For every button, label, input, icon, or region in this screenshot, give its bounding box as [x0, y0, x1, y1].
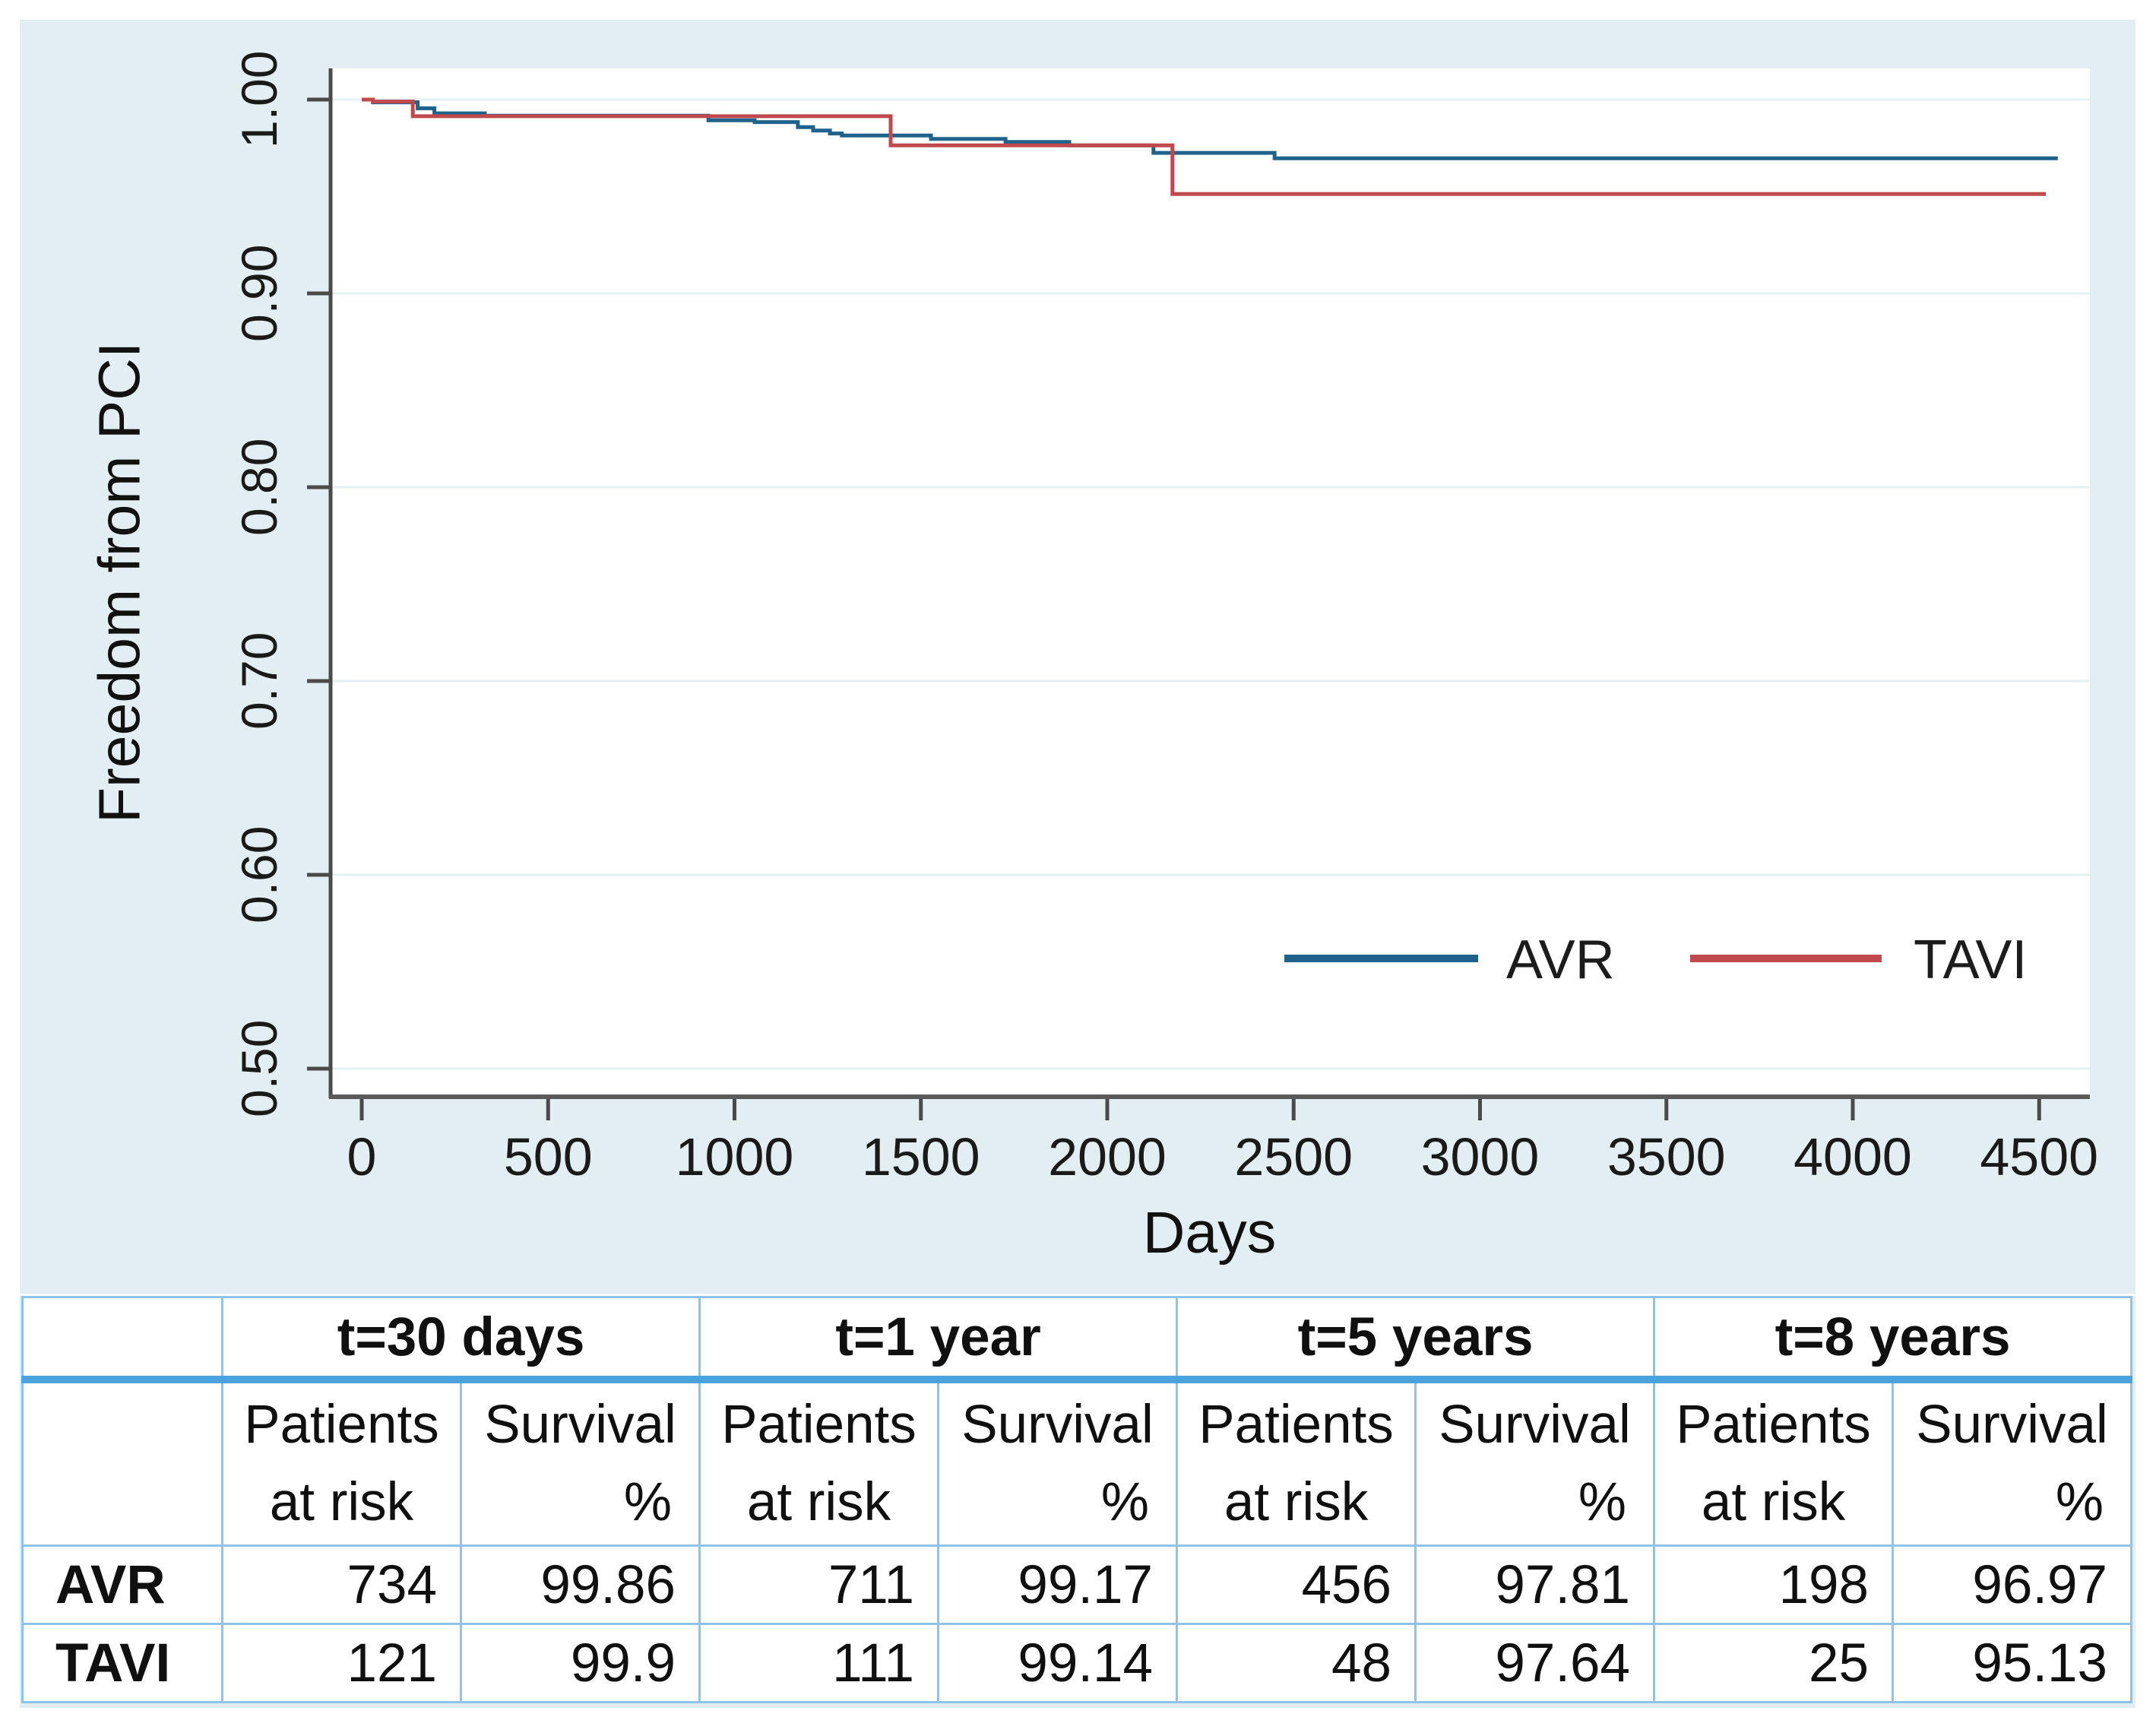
y-tick-label-0.90: 0.90 — [231, 244, 287, 343]
subheader-survival-pct: Survival % — [937, 1378, 1179, 1547]
x-tick-label-4000: 4000 — [1794, 1127, 1912, 1186]
table-stub-cell — [21, 1378, 223, 1547]
table-subheader-row: Patients at risk Survival % Patients at … — [21, 1378, 2133, 1547]
row-label-tavi: TAVI — [21, 1623, 223, 1703]
tavi-30d-patients: 121 — [221, 1623, 462, 1703]
row-label-avr: AVR — [21, 1544, 223, 1625]
tavi-8y-survival: 95.13 — [1892, 1623, 2133, 1703]
table-row-tavi: TAVI 121 99.9 111 99.14 48 97.64 25 95.1… — [21, 1623, 2133, 1703]
avr-5y-survival: 97.81 — [1414, 1544, 1656, 1625]
tavi-1y-survival: 99.14 — [937, 1623, 1179, 1703]
table-corner-cell — [21, 1296, 223, 1383]
avr-1y-patients: 711 — [698, 1544, 940, 1625]
y-tick-label-0.60: 0.60 — [231, 825, 287, 924]
tavi-5y-patients: 48 — [1176, 1623, 1417, 1703]
avr-8y-patients: 198 — [1653, 1544, 1895, 1625]
subheader-patients-at-risk: Patients at risk — [221, 1378, 462, 1547]
legend-label-tavi: TAVI — [1914, 930, 2028, 990]
subheader-survival-pct: Survival % — [1414, 1378, 1656, 1547]
avr-8y-survival: 96.97 — [1892, 1544, 2133, 1625]
x-tick-label-2000: 2000 — [1048, 1127, 1167, 1186]
subheader-survival-pct: Survival % — [459, 1378, 701, 1547]
table-group-header-row: t=30 days t=1 year t=5 years t=8 years — [21, 1296, 2133, 1383]
col-group-5-years: t=5 years — [1176, 1296, 1656, 1383]
avr-30d-patients: 734 — [221, 1544, 462, 1625]
tavi-30d-survival: 99.9 — [459, 1623, 701, 1703]
col-group-8-years: t=8 years — [1653, 1296, 2133, 1383]
subheader-patients-at-risk: Patients at risk — [1176, 1378, 1417, 1547]
y-tick-label-1.00: 1.00 — [231, 50, 287, 149]
col-group-1-year: t=1 year — [698, 1296, 1179, 1383]
subheader-patients-at-risk: Patients at risk — [698, 1378, 940, 1547]
x-tick-label-4500: 4500 — [1980, 1127, 2099, 1186]
km-plot — [307, 68, 2090, 1120]
legend-label-avr: AVR — [1506, 930, 1615, 990]
y-axis-title: Freedom from PCI — [87, 341, 153, 823]
x-tick-label-1500: 1500 — [861, 1127, 980, 1186]
tavi-survival-curve — [362, 97, 2047, 196]
table-row-avr: AVR 734 99.86 711 99.17 456 97.81 198 96… — [21, 1544, 2133, 1625]
avr-30d-survival: 99.86 — [459, 1544, 701, 1625]
y-tick-label-0.80: 0.80 — [231, 438, 287, 537]
avr-5y-patients: 456 — [1176, 1544, 1417, 1625]
x-axis-title: Days — [1142, 1200, 1277, 1266]
x-tick-label-1000: 1000 — [675, 1127, 794, 1186]
subheader-patients-at-risk: Patients at risk — [1653, 1378, 1895, 1547]
avr-1y-survival: 99.17 — [937, 1544, 1179, 1625]
col-group-30-days: t=30 days — [220, 1296, 701, 1383]
x-tick-label-3500: 3500 — [1607, 1127, 1726, 1186]
subheader-survival-pct: Survival % — [1892, 1378, 2133, 1547]
x-tick-label-2500: 2500 — [1234, 1127, 1353, 1186]
tavi-8y-patients: 25 — [1653, 1623, 1895, 1703]
x-tick-label-500: 500 — [503, 1127, 593, 1186]
plot-area — [329, 68, 2090, 1096]
tavi-1y-patients: 111 — [698, 1623, 940, 1703]
x-tick-label-0: 0 — [347, 1127, 377, 1186]
patients-at-risk-table: t=30 days t=1 year t=5 years t=8 years P… — [21, 1296, 2133, 1703]
x-tick-label-3000: 3000 — [1420, 1127, 1540, 1186]
y-tick-label-0.70: 0.70 — [231, 632, 287, 730]
tavi-5y-survival: 97.64 — [1414, 1623, 1656, 1703]
